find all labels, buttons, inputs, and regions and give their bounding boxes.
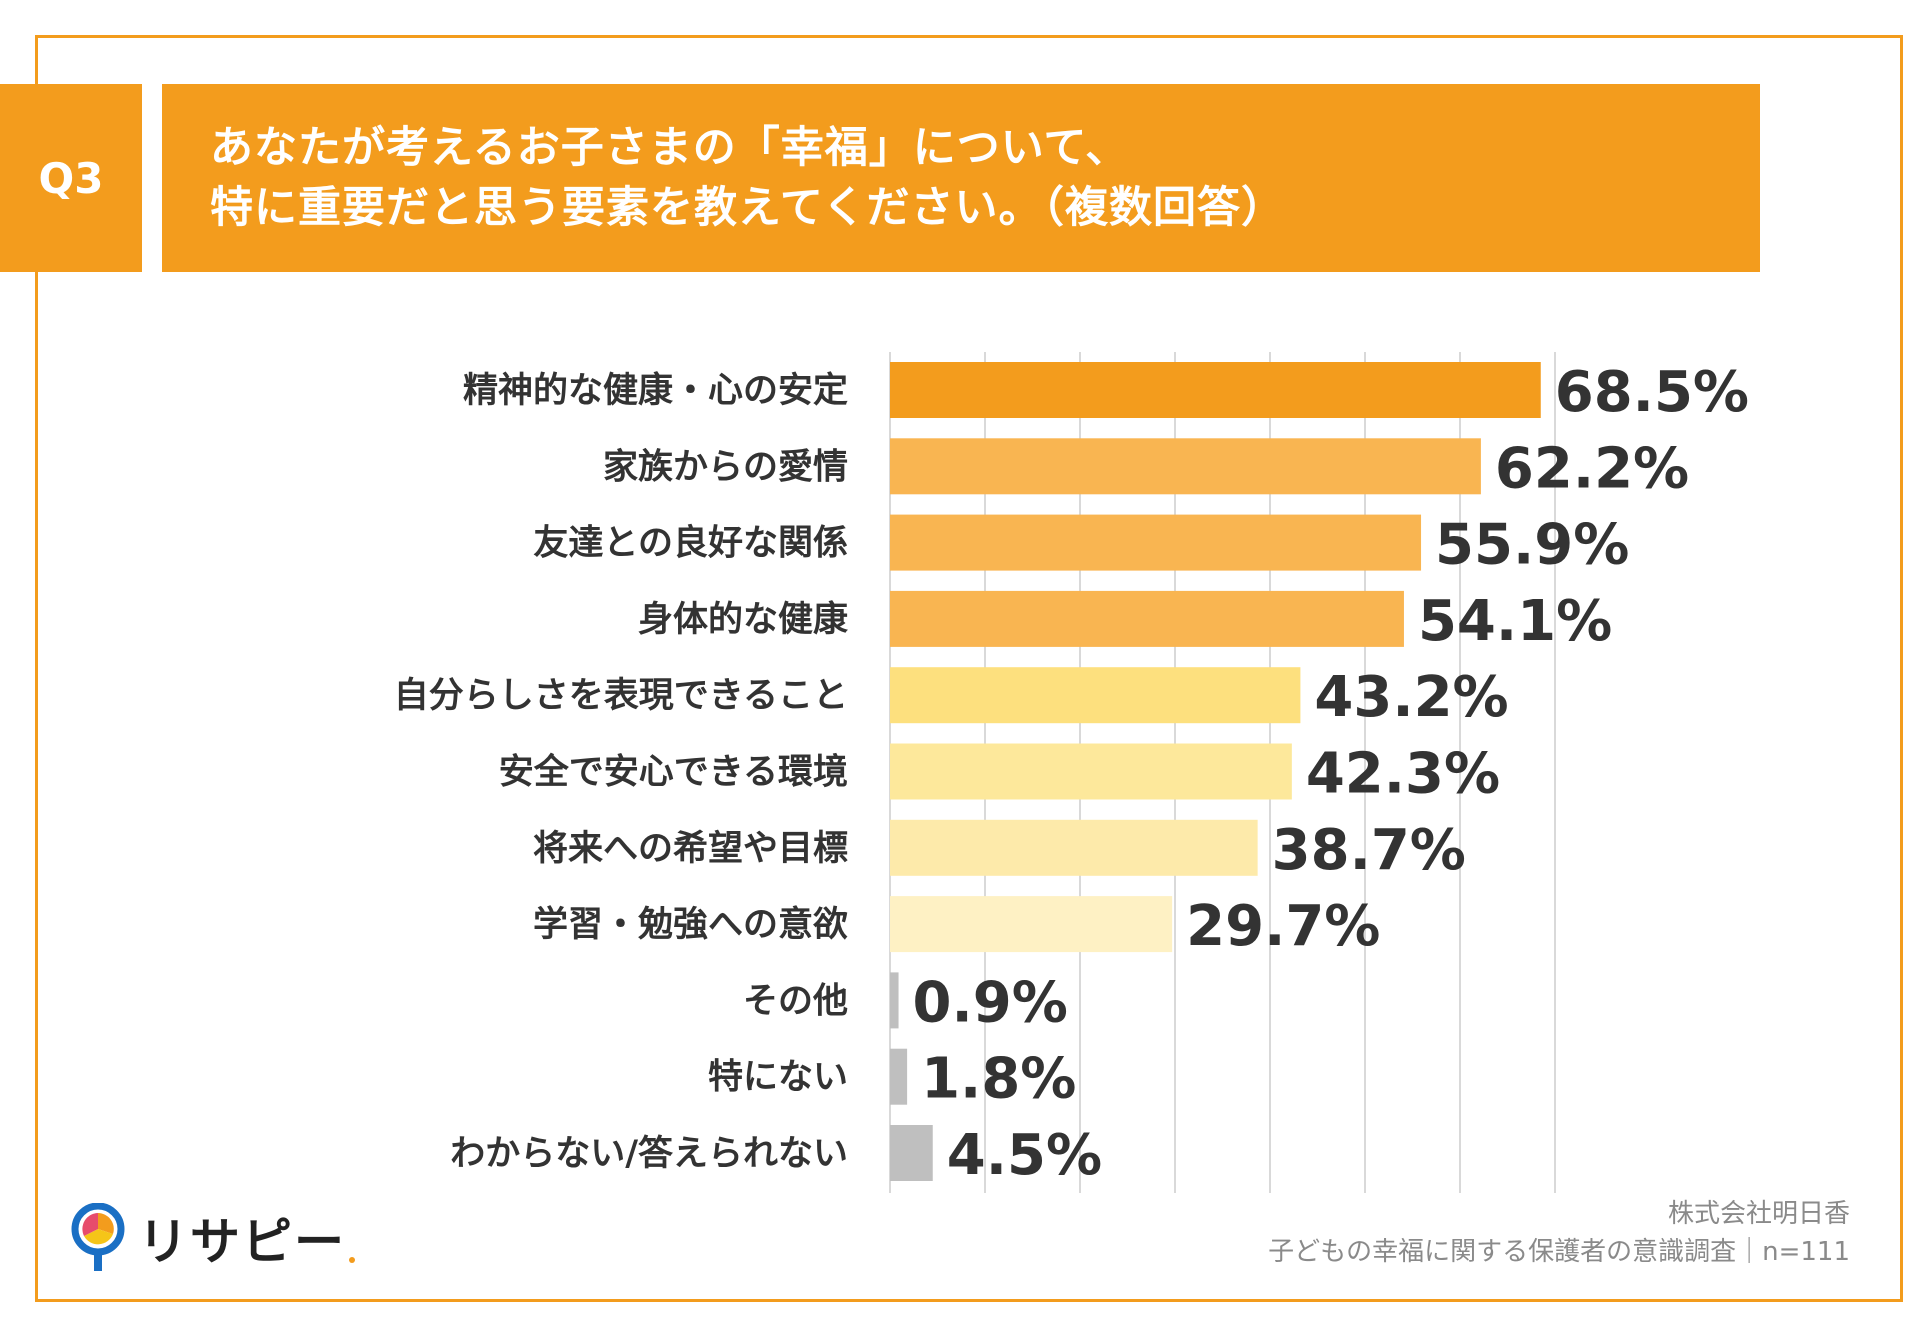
value-label: 38.7% [1272,818,1466,883]
bar [890,819,1258,876]
category-label: わからない/答えられない [450,1134,848,1174]
bar [890,590,1404,647]
category-label: 安全で安心できる環境 [499,752,848,793]
question-title-box: あなたが考えるお子さまの「幸福」について、 特に重要だと思う要素を教えてください… [162,84,1760,272]
chart-frame [35,35,1903,1302]
bar [890,362,1541,418]
bar-layer [890,362,1541,1181]
category-label: 友達との良好な関係 [533,524,848,564]
value-label: 0.9% [913,970,1068,1035]
source-survey: 子どもの幸福に関する保護者の意識調査｜n=111 [1268,1237,1850,1267]
value-label: 29.7% [1186,894,1380,959]
value-label: 55.9% [1435,513,1629,578]
brand-name: リサピー [138,1213,346,1271]
question-number: Q3 [38,153,104,203]
source-company: 株式会社明日香 [1667,1199,1850,1229]
value-label: 42.3% [1306,742,1500,807]
category-label: 自分らしさを表現できること [394,676,848,716]
category-label: 将来への希望や目標 [533,829,848,869]
category-label: その他 [743,981,848,1021]
category-label: 学習・勉強への意欲 [533,904,848,945]
pin-logo-icon [71,1203,125,1271]
question-number-badge: Q3 [0,84,142,272]
value-label-layer: 68.5% 62.2% 55.9% 54.1% 43.2% 42.3% 38.7% 29.7%… [913,360,1749,1188]
source-note: 株式会社明日香 子どもの幸福に関する保護者の意識調査｜n=111 [1268,1195,1850,1271]
category-label: 身体的な健康 [638,599,848,640]
bar [890,896,1173,953]
value-label: 1.8% [921,1047,1076,1112]
brand-dot [349,1257,355,1263]
value-label: 62.2% [1495,436,1689,501]
bar [890,972,899,1029]
value-label: 4.5% [947,1123,1102,1188]
bar [890,743,1292,800]
value-label: 54.1% [1418,589,1612,654]
category-label: 家族からの愛情 [603,447,848,487]
bar [890,1048,908,1105]
question-title-line1: あなたが考えるお子さまの「幸福」について、 [210,123,1130,173]
bar [890,667,1301,724]
value-label: 43.2% [1314,665,1508,730]
brand-logo: リサピー [70,1203,355,1273]
category-label-layer: 精神的な健康・心の安定家族からの愛情友達との良好な関係身体的な健康自分らしさを表… [394,370,848,1174]
category-label: 精神的な健康・心の安定 [463,370,848,411]
category-label: 特にない [708,1058,848,1098]
bar [890,438,1481,495]
bar [890,514,1422,571]
value-label: 68.5% [1555,360,1749,425]
question-title-line2: 特に重要だと思う要素を教えてください。（複数回答） [210,183,1286,233]
bar [890,1125,933,1181]
